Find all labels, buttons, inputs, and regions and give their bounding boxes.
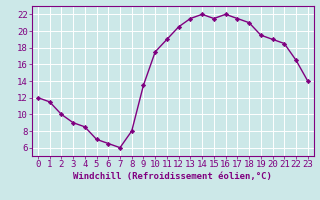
X-axis label: Windchill (Refroidissement éolien,°C): Windchill (Refroidissement éolien,°C) (73, 172, 272, 181)
